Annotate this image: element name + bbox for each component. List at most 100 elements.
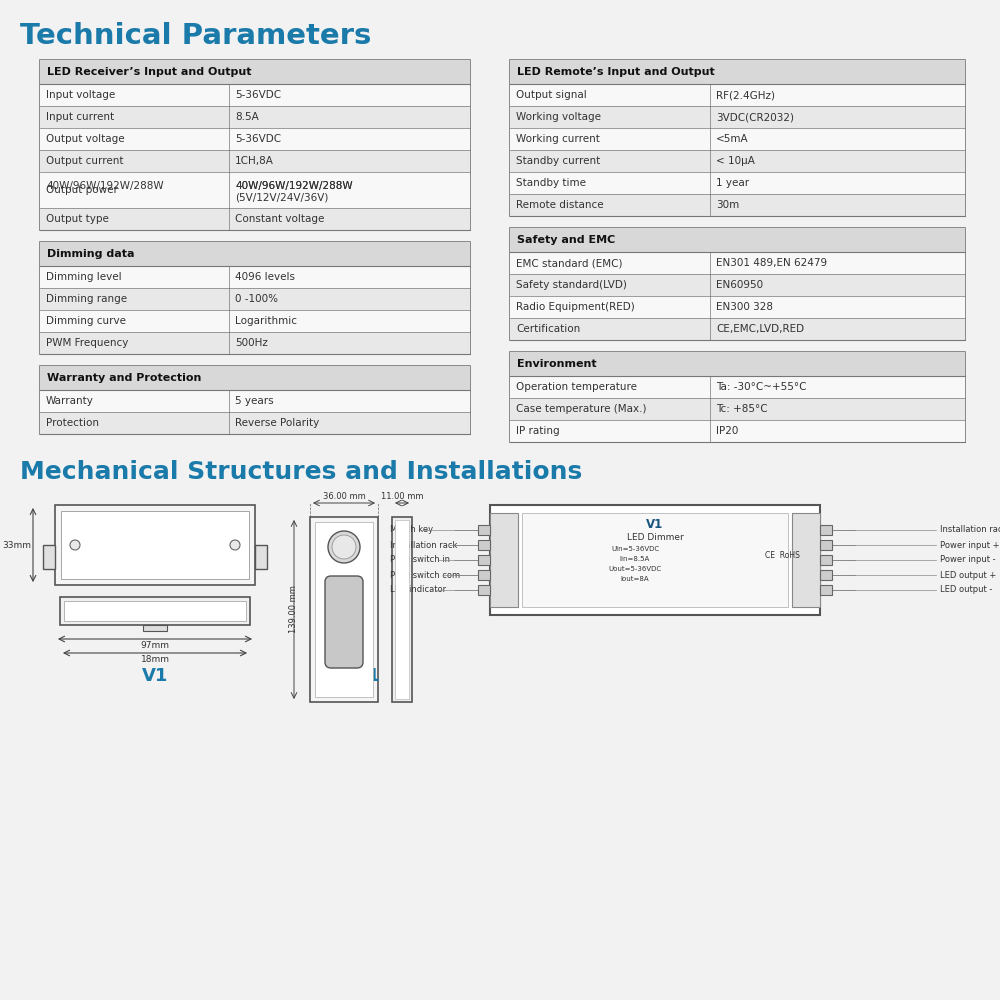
Text: Warranty: Warranty — [46, 396, 94, 406]
Text: Mechanical Structures and Installations: Mechanical Structures and Installations — [20, 460, 582, 484]
Bar — [522, 513, 788, 607]
Bar — [490, 505, 820, 615]
Text: 0 -100%: 0 -100% — [235, 294, 278, 304]
Bar — [395, 520, 409, 699]
Text: Constant voltage: Constant voltage — [235, 214, 325, 224]
Bar — [478, 585, 490, 595]
Bar — [820, 570, 832, 580]
Circle shape — [230, 540, 240, 550]
Text: < 10μA: < 10μA — [716, 156, 755, 166]
Bar — [510, 252, 965, 274]
Text: CE,EMC,LVD,RED: CE,EMC,LVD,RED — [716, 324, 804, 334]
Text: Logarithmic: Logarithmic — [235, 316, 297, 326]
Text: Installation rack: Installation rack — [390, 540, 457, 550]
Text: LED Receiver’s Input and Output: LED Receiver’s Input and Output — [47, 67, 252, 77]
Bar — [820, 525, 832, 535]
Text: 1CH,8A: 1CH,8A — [235, 156, 274, 166]
Bar — [478, 555, 490, 565]
Text: Standby time: Standby time — [516, 178, 586, 188]
Text: 40W/96W/192W/288W: 40W/96W/192W/288W — [46, 181, 164, 191]
Text: LED output +: LED output + — [940, 570, 996, 580]
Bar — [40, 332, 470, 354]
Text: Dimming level: Dimming level — [46, 272, 122, 282]
Text: Output current: Output current — [46, 156, 124, 166]
Text: 500Hz: 500Hz — [235, 338, 268, 348]
Text: 5-36VDC: 5-36VDC — [235, 134, 281, 144]
Text: Push switch in: Push switch in — [390, 556, 450, 564]
Text: Dimming data: Dimming data — [47, 249, 134, 259]
Text: Case temperature (Max.): Case temperature (Max.) — [516, 404, 646, 414]
Text: EN301 489,EN 62479: EN301 489,EN 62479 — [716, 258, 827, 268]
Bar — [40, 288, 470, 310]
Bar — [40, 128, 470, 150]
Text: <5mA: <5mA — [716, 134, 749, 144]
Bar — [820, 585, 832, 595]
Bar — [510, 376, 965, 398]
Text: Standby current: Standby current — [516, 156, 600, 166]
Bar — [40, 60, 470, 230]
Text: R11: R11 — [342, 667, 380, 685]
Bar — [40, 60, 470, 84]
Text: Input current: Input current — [46, 112, 114, 122]
Text: Certification: Certification — [516, 324, 580, 334]
Bar — [255, 545, 267, 569]
Text: Safety standard(LVD): Safety standard(LVD) — [516, 280, 627, 290]
Text: Safety and EMC: Safety and EMC — [517, 235, 615, 245]
Text: LED indicator: LED indicator — [390, 585, 446, 594]
Text: Ta: -30°C~+55°C: Ta: -30°C~+55°C — [716, 382, 807, 392]
Text: 40W/96W/192W/288W: 40W/96W/192W/288W — [235, 181, 353, 191]
Bar — [478, 525, 490, 535]
Text: Protection: Protection — [46, 418, 99, 428]
Text: Working voltage: Working voltage — [516, 112, 601, 122]
Bar — [510, 296, 965, 318]
Text: Working current: Working current — [516, 134, 600, 144]
FancyBboxPatch shape — [325, 576, 363, 668]
Bar — [478, 570, 490, 580]
Text: Uin=5-36VDC: Uin=5-36VDC — [611, 546, 659, 552]
Bar — [510, 128, 965, 150]
Bar — [820, 540, 832, 550]
Bar — [510, 228, 965, 252]
Bar — [40, 266, 470, 288]
Bar — [510, 194, 965, 216]
Text: 97mm: 97mm — [140, 641, 170, 650]
Circle shape — [70, 540, 80, 550]
Text: (5V/12V/24V/36V): (5V/12V/24V/36V) — [235, 193, 329, 203]
Bar — [315, 522, 373, 697]
Text: Remote distance: Remote distance — [516, 200, 604, 210]
Text: Dimming curve: Dimming curve — [46, 316, 126, 326]
Text: EN300 328: EN300 328 — [716, 302, 773, 312]
Text: Push switch com: Push switch com — [390, 570, 460, 580]
Text: Power input +: Power input + — [940, 540, 1000, 550]
Bar — [510, 228, 965, 340]
Bar — [40, 412, 470, 434]
Bar — [792, 513, 820, 607]
Text: Dimming range: Dimming range — [46, 294, 127, 304]
Text: Power input -: Power input - — [940, 556, 996, 564]
Bar — [40, 208, 470, 230]
Bar — [820, 555, 832, 565]
Circle shape — [332, 535, 356, 559]
Bar — [510, 352, 965, 442]
Text: V1: V1 — [142, 667, 168, 685]
Bar — [510, 420, 965, 442]
Bar — [510, 274, 965, 296]
Bar — [510, 106, 965, 128]
Bar — [40, 242, 470, 266]
Bar — [60, 597, 250, 625]
Bar — [510, 318, 965, 340]
Text: Environment: Environment — [517, 359, 597, 369]
Text: Operation temperature: Operation temperature — [516, 382, 637, 392]
Text: 3VDC(CR2032): 3VDC(CR2032) — [716, 112, 794, 122]
Text: 4096 levels: 4096 levels — [235, 272, 295, 282]
Text: 1 year: 1 year — [716, 178, 749, 188]
Bar — [40, 366, 470, 390]
Text: CE  RoHS: CE RoHS — [765, 550, 799, 560]
Bar — [61, 511, 249, 579]
Bar — [40, 242, 470, 354]
Bar — [392, 517, 412, 702]
Text: IP20: IP20 — [716, 426, 739, 436]
Bar — [40, 366, 470, 434]
Text: 11.00 mm: 11.00 mm — [381, 492, 423, 501]
Bar — [510, 172, 965, 194]
